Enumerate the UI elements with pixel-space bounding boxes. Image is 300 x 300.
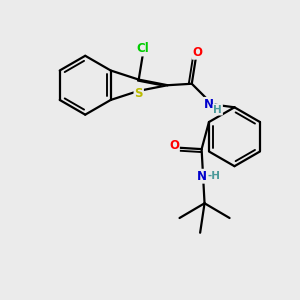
Text: O: O — [169, 139, 179, 152]
Text: Cl: Cl — [137, 43, 149, 56]
Text: N: N — [196, 170, 207, 183]
Text: O: O — [193, 46, 203, 59]
Text: N: N — [204, 98, 214, 111]
Text: H: H — [213, 105, 222, 115]
Text: -H: -H — [208, 171, 221, 181]
Text: S: S — [134, 87, 143, 100]
